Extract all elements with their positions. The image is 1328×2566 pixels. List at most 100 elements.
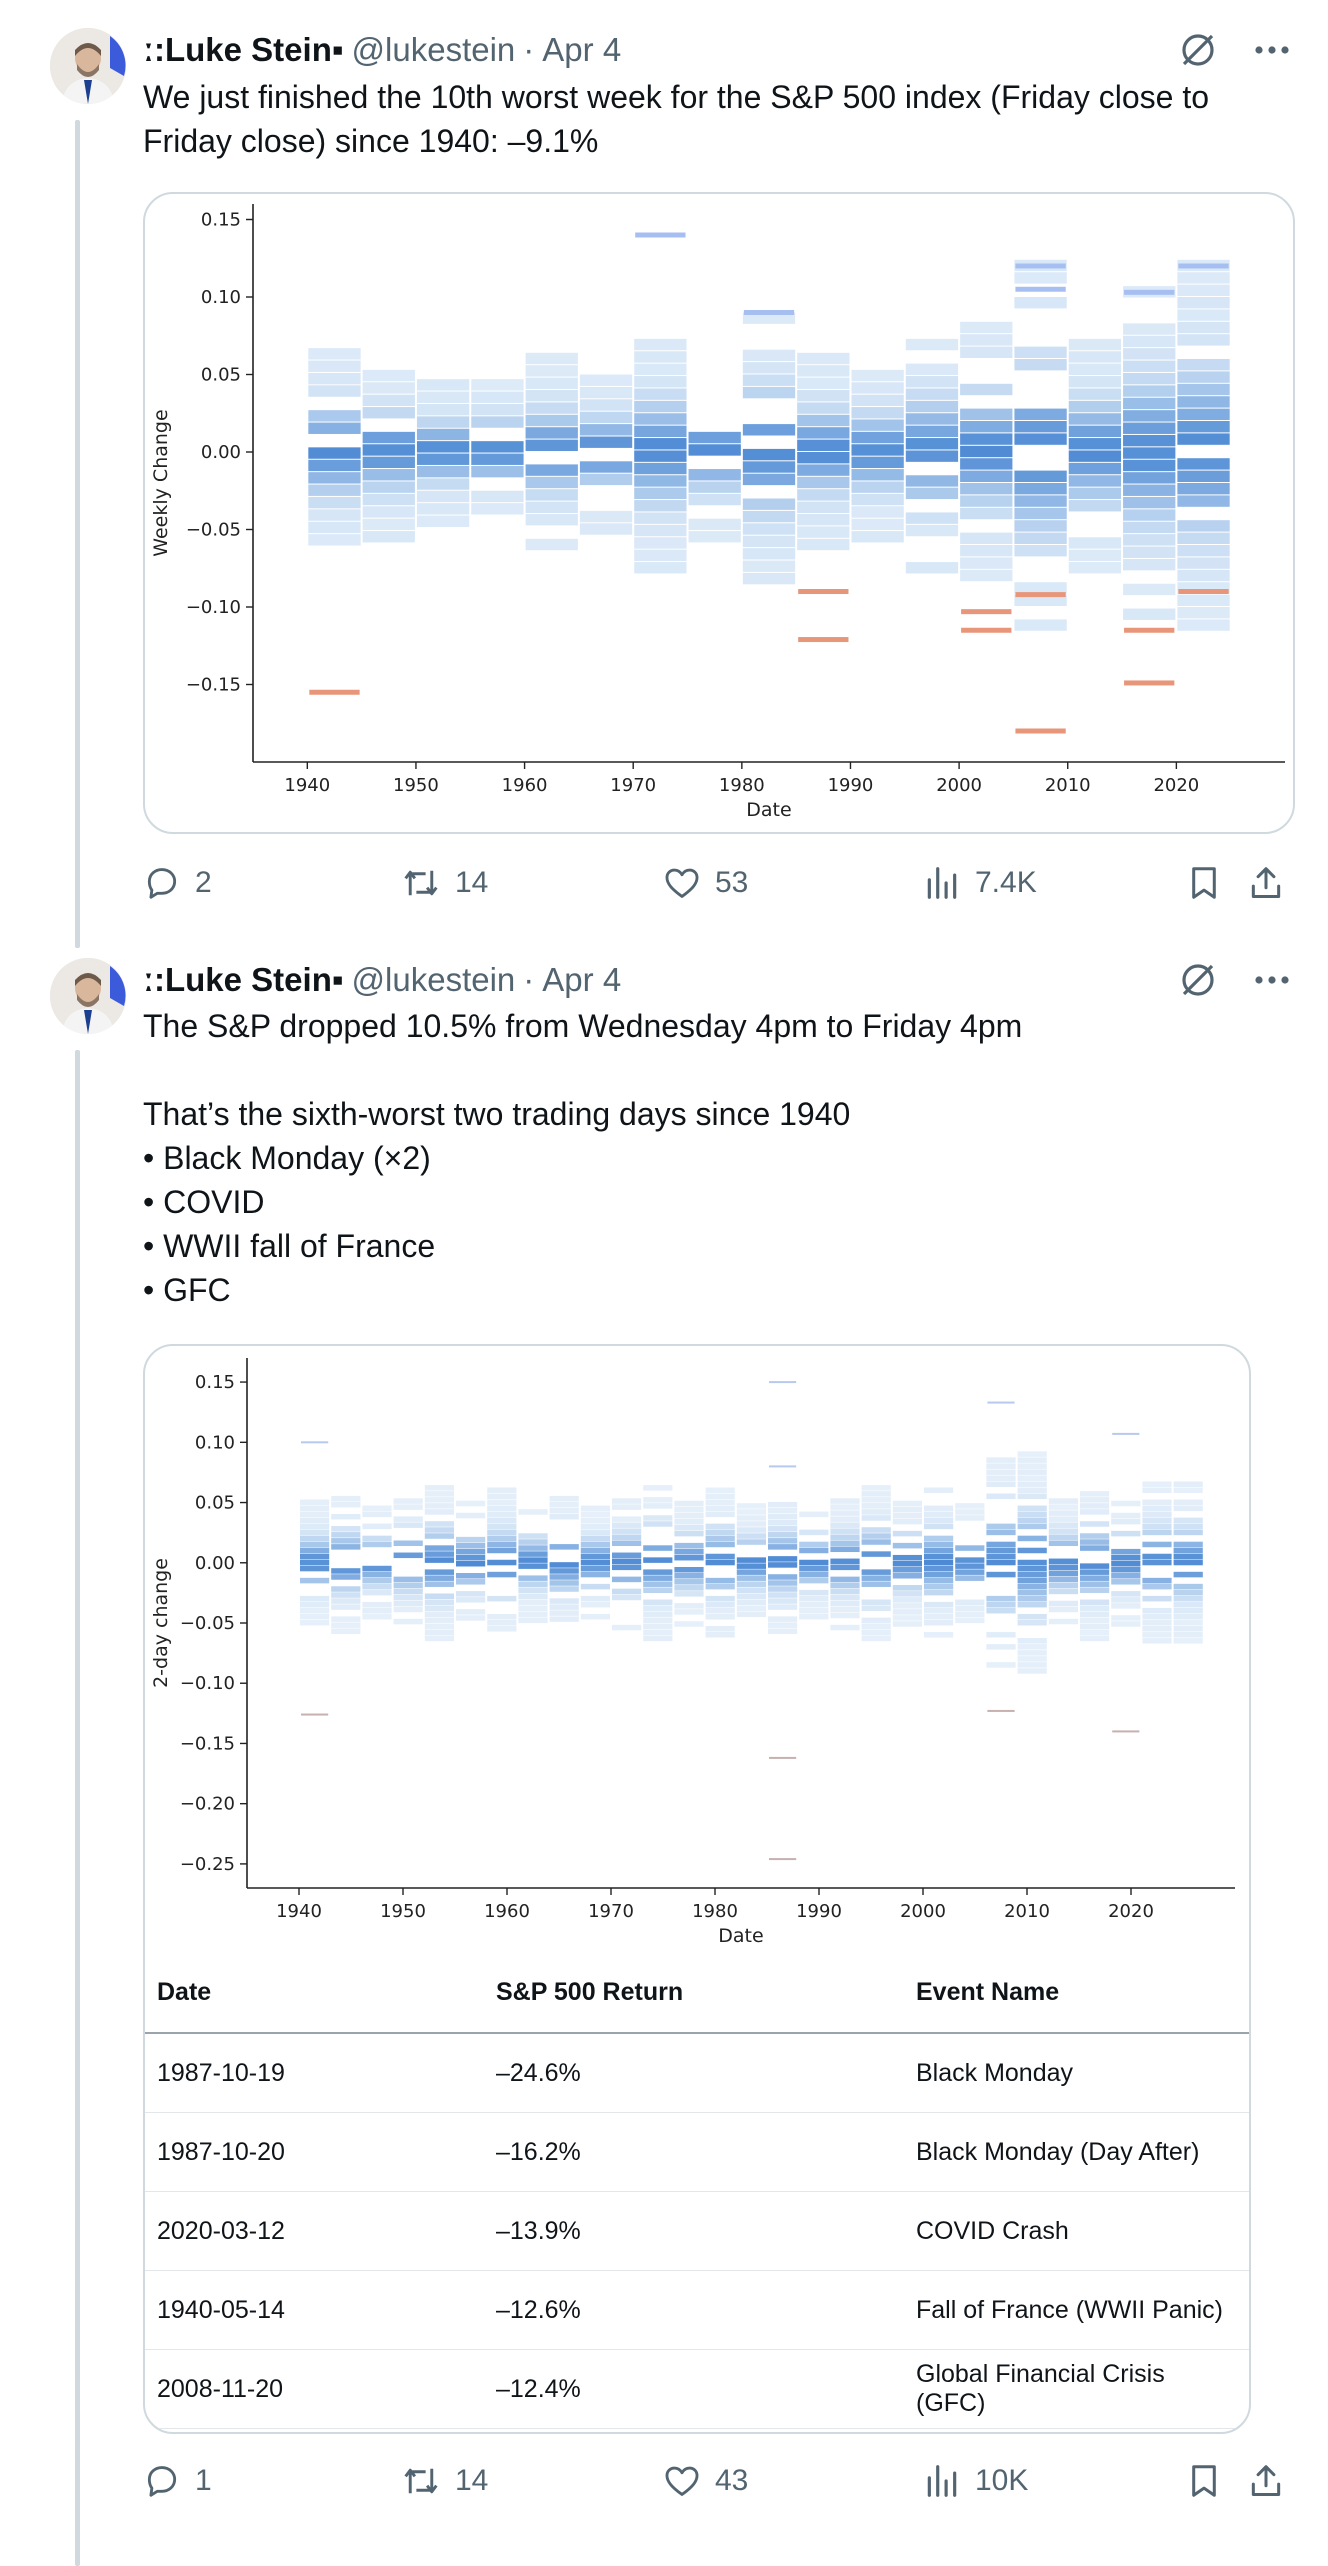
density-bin xyxy=(674,1585,704,1591)
more-icon[interactable] xyxy=(1252,960,1292,1000)
density-bin xyxy=(705,1559,735,1566)
density-bin xyxy=(1080,1575,1110,1581)
author-handle[interactable]: @lukestein xyxy=(351,31,516,68)
density-bin xyxy=(362,1601,392,1608)
density-bin xyxy=(960,445,1013,458)
density-bin xyxy=(955,1605,985,1612)
x-tick-label: 2000 xyxy=(936,775,982,796)
like-button[interactable]: 43 xyxy=(663,2456,748,2506)
density-bin xyxy=(580,1613,610,1620)
outlier-high-mark xyxy=(1015,286,1066,292)
density-bin xyxy=(851,506,904,518)
density-bin xyxy=(1014,433,1067,445)
density-bin xyxy=(1111,1615,1141,1621)
density-bin xyxy=(612,1588,642,1595)
density-bin xyxy=(416,465,470,478)
density-bin xyxy=(580,1583,610,1590)
density-bin xyxy=(1142,1523,1172,1530)
density-bin xyxy=(736,1521,766,1527)
like-button[interactable]: 53 xyxy=(663,858,748,908)
repost-icon xyxy=(404,2468,438,2494)
y-tick-label: −0.05 xyxy=(186,520,241,541)
author-handle[interactable]: @lukestein xyxy=(351,961,516,998)
density-bin xyxy=(797,526,850,538)
density-bin xyxy=(1173,1505,1203,1512)
density-bin xyxy=(456,1512,486,1519)
density-bin xyxy=(580,1595,610,1602)
density-bin xyxy=(861,1527,891,1533)
density-bin xyxy=(799,1541,829,1548)
views-button[interactable]: 10K xyxy=(923,2456,1028,2506)
density-bin xyxy=(1142,1517,1172,1524)
x-tick-label: 2020 xyxy=(1108,1901,1154,1922)
density-bin xyxy=(580,1529,610,1536)
views-button[interactable]: 7.4K xyxy=(923,858,1037,908)
grok-icon[interactable] xyxy=(1178,960,1218,1000)
density-bin xyxy=(705,1626,735,1632)
reply-button[interactable]: 2 xyxy=(143,858,212,908)
bookmark-button[interactable] xyxy=(1185,2456,1223,2506)
density-bin xyxy=(1048,1522,1078,1528)
density-bin xyxy=(1177,582,1230,594)
density-bin xyxy=(300,1619,330,1626)
tweet-date[interactable]: Apr 4 xyxy=(542,31,622,68)
density-bin xyxy=(960,483,1013,495)
repost-button[interactable]: 14 xyxy=(401,858,488,908)
density-bin xyxy=(1177,495,1230,507)
density-bin xyxy=(1080,1545,1110,1551)
density-bin xyxy=(1173,1632,1203,1638)
author-name[interactable]: ː:Luke Stein▪ xyxy=(143,31,344,68)
density-bin xyxy=(1177,371,1230,383)
density-bin xyxy=(300,1541,330,1548)
outlier-low-mark xyxy=(1124,680,1175,686)
density-bin xyxy=(830,1528,860,1534)
tweet-date[interactable]: Apr 4 xyxy=(542,961,622,998)
density-bin xyxy=(579,386,633,399)
density-bin xyxy=(799,1511,829,1518)
density-bin xyxy=(797,501,850,513)
density-bin xyxy=(1080,1533,1110,1539)
density-bin xyxy=(861,1503,891,1509)
view-count: 7.4K xyxy=(975,866,1037,899)
density-bin xyxy=(1048,1606,1078,1613)
avatar[interactable] xyxy=(50,958,126,1034)
density-bin xyxy=(892,1603,922,1609)
repost-button[interactable]: 14 xyxy=(401,2456,488,2506)
density-bin xyxy=(549,1574,579,1580)
chart-media[interactable]: 0.15 0.10 0.05 0.00 −0.05 −0.10 −0.15 −0.20 −0.2… xyxy=(143,1344,1251,2434)
author-name[interactable]: ː:Luke Stein▪ xyxy=(143,961,344,998)
share-button[interactable] xyxy=(1247,2456,1285,2506)
density-bin xyxy=(612,1534,642,1540)
density-bin xyxy=(799,1559,829,1566)
density-bin xyxy=(634,462,687,475)
density-bin xyxy=(1177,383,1230,396)
density-bin xyxy=(331,1544,361,1550)
share-button[interactable] xyxy=(1247,858,1285,908)
density-bin xyxy=(768,1538,798,1544)
bookmark-button[interactable] xyxy=(1185,858,1223,908)
density-bin xyxy=(924,1541,954,1548)
density-bin xyxy=(362,1511,392,1518)
density-bin xyxy=(688,431,741,444)
density-bin xyxy=(851,419,904,431)
density-bin xyxy=(1080,1587,1110,1593)
outlier-high-mark xyxy=(769,1465,797,1468)
grok-icon[interactable] xyxy=(1178,30,1218,70)
density-bin xyxy=(960,458,1013,470)
density-bin xyxy=(892,1560,922,1567)
dot-separator: · xyxy=(523,31,535,68)
density-bin xyxy=(1068,376,1122,388)
density-bin xyxy=(634,438,687,450)
density-bin xyxy=(797,514,850,526)
outlier-high-mark xyxy=(1015,263,1066,269)
more-icon[interactable] xyxy=(1252,30,1292,70)
density-bin xyxy=(705,1511,735,1518)
chart-media[interactable]: 0.15 0.10 0.05 0.00 −0.05 −0.10 −0.15 1940 1950 1… xyxy=(143,192,1295,834)
density-bin xyxy=(1111,1554,1141,1561)
reply-button[interactable]: 1 xyxy=(143,2456,212,2506)
density-bin xyxy=(549,1513,579,1520)
density-bin xyxy=(643,1521,673,1527)
density-bin xyxy=(830,1510,860,1516)
density-bin xyxy=(1173,1559,1203,1566)
avatar[interactable] xyxy=(50,28,126,104)
